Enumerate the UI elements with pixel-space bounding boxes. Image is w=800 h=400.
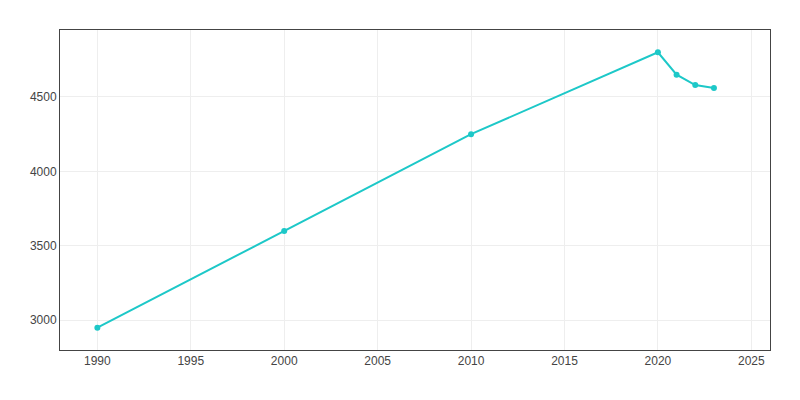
svg-text:2025: 2025 <box>738 354 765 368</box>
svg-text:4000: 4000 <box>30 165 57 179</box>
svg-text:3500: 3500 <box>30 239 57 253</box>
svg-text:4500: 4500 <box>30 90 57 104</box>
svg-text:2000: 2000 <box>271 354 298 368</box>
svg-text:2015: 2015 <box>551 354 578 368</box>
svg-text:1995: 1995 <box>177 354 204 368</box>
svg-text:3000: 3000 <box>30 313 57 327</box>
svg-text:2005: 2005 <box>364 354 391 368</box>
svg-text:2010: 2010 <box>458 354 485 368</box>
svg-text:1990: 1990 <box>84 354 111 368</box>
svg-text:2020: 2020 <box>645 354 672 368</box>
